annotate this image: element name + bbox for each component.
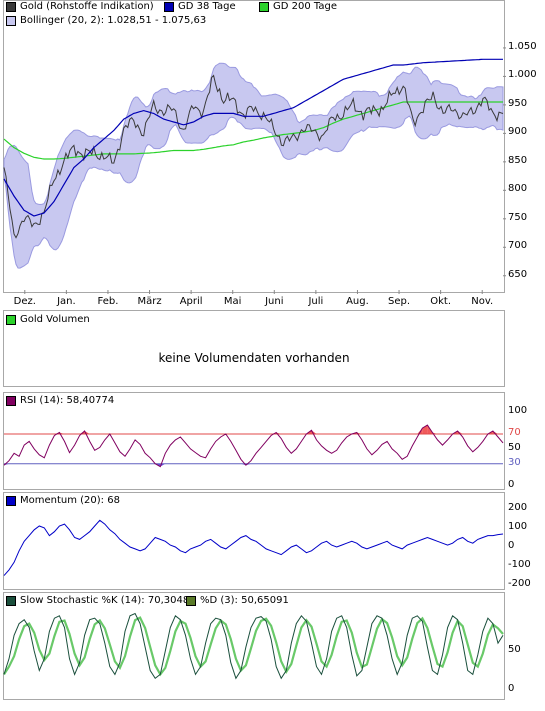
no-volume-message: keine Volumendaten vorhanden: [158, 350, 350, 365]
legend-bollinger-label: Bollinger (20, 2): 1.028,51 - 1.075,63: [20, 15, 207, 26]
price-line: [3, 74, 504, 239]
gd38-line: [3, 58, 503, 217]
legend-stoch-d-label: %D (3): 50,65091: [200, 595, 289, 606]
rsi-y-tick-label: 0: [508, 479, 515, 490]
stoch-k-line: [3, 612, 504, 680]
price-x-tick-label: Juli: [308, 296, 324, 307]
price-x-tick-label: Feb.: [97, 296, 119, 307]
price-y-tick-label: 650: [508, 268, 528, 280]
legend-stoch-k-label: Slow Stochastic %K (14): 70,3048: [20, 595, 190, 606]
price-x-tick-label: Okt.: [430, 296, 451, 307]
volume-legend: Gold Volumen: [6, 314, 90, 326]
price-x-tick-label: Dez.: [13, 296, 36, 307]
price-x-tick-label: Juni: [265, 296, 284, 307]
bollinger-swatch: [6, 16, 16, 26]
legend-stoch-d: %D (3): 50,65091: [186, 595, 289, 607]
volume-panel: [3, 310, 505, 387]
rsi-legend: RSI (14): 58,40774: [6, 395, 114, 407]
bollinger-band: [3, 62, 504, 269]
legend-price: Gold (Rohstoffe Indikation): [6, 1, 154, 13]
price-x-tick-label: Jan.: [57, 296, 76, 307]
price-y-tick-label: 850: [508, 154, 528, 166]
rsi-swatch: [6, 396, 16, 406]
volume-legend-label: Gold Volumen: [20, 314, 90, 325]
price-y-tick-label: 950: [508, 97, 528, 109]
momentum-y-tick-label: 100: [508, 520, 528, 532]
stochastic-y-tick-label: 50: [508, 643, 521, 655]
price-x-tick-label: Sep.: [388, 296, 411, 307]
price-x-tick-label: Mai: [223, 296, 242, 307]
rsi-y-tick-label: 100: [508, 404, 528, 416]
gd200-swatch: [259, 2, 269, 12]
stoch-k-swatch: [6, 596, 16, 606]
price-x-tick-label: März: [137, 296, 162, 307]
price-y-tick-label: 1.000: [508, 69, 537, 81]
price-swatch: [6, 2, 16, 12]
legend-gd200-label: GD 200 Tage: [273, 1, 337, 12]
legend-gd38-label: GD 38 Tage: [178, 1, 236, 12]
stoch-d-line: [3, 616, 504, 677]
price-x-tick-label: Aug.: [346, 296, 369, 307]
legend-price-label: Gold (Rohstoffe Indikation): [20, 1, 154, 12]
legend-stoch-k: Slow Stochastic %K (14): 70,3048: [6, 595, 189, 607]
price-y-tick-label: 700: [508, 240, 528, 252]
rsi-y-tick-label: 30: [508, 456, 521, 468]
momentum-legend: Momentum (20): 68: [6, 495, 120, 507]
rsi-y-tick-label: 50: [508, 441, 521, 453]
volume-swatch: [6, 315, 16, 325]
legend-gd200: GD 200 Tage: [259, 1, 337, 13]
stochastic-y-tick-label: 0: [508, 683, 515, 694]
momentum-line: [3, 519, 504, 576]
momentum-legend-label: Momentum (20): 68: [20, 495, 120, 506]
price-x-tick-label: Nov.: [471, 296, 494, 307]
price-x-tick-label: April: [179, 296, 203, 307]
momentum-y-tick-label: 0: [508, 540, 515, 551]
rsi-line: [3, 424, 504, 468]
price-y-tick-label: 1.050: [508, 40, 537, 52]
price-y-tick-label: 750: [508, 211, 528, 223]
momentum-swatch: [6, 496, 16, 506]
gd38-swatch: [164, 2, 174, 12]
momentum-y-tick-label: -200: [508, 578, 531, 590]
momentum-y-tick-label: -100: [508, 559, 531, 571]
legend-gd38: GD 38 Tage: [164, 1, 236, 13]
price-y-tick-label: 900: [508, 126, 528, 138]
stoch-d-swatch: [186, 596, 196, 606]
rsi-y-tick-label: 70: [508, 427, 521, 438]
rsi-overbought-fill: [79, 431, 85, 434]
rsi-legend-label: RSI (14): 58,40774: [20, 395, 115, 406]
momentum-y-tick-label: 200: [508, 501, 528, 513]
price-y-tick-label: 800: [508, 183, 528, 195]
rsi-panel: [3, 392, 505, 490]
legend-bollinger: Bollinger (20, 2): 1.028,51 - 1.075,63: [6, 15, 206, 27]
